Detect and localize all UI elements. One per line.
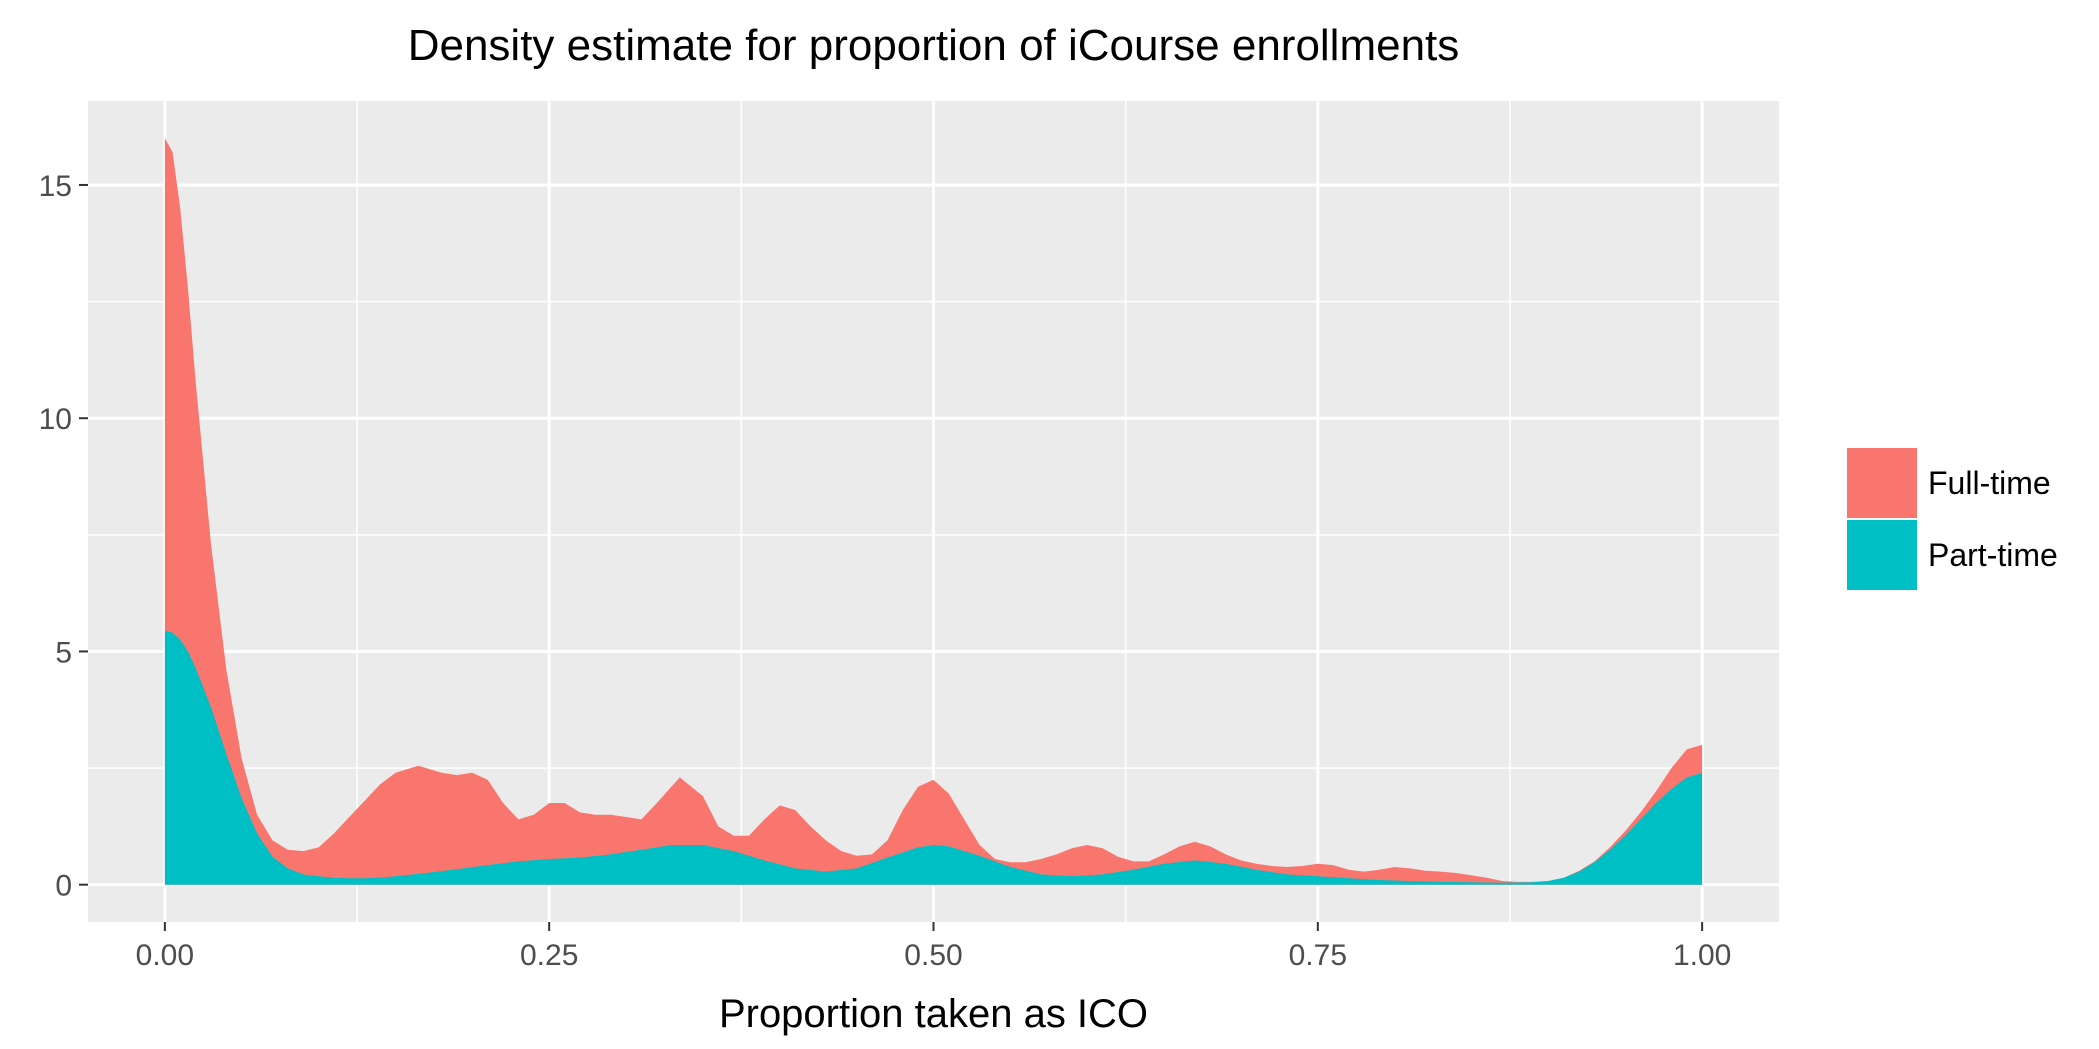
- x-axis-label: Proportion taken as ICO: [719, 992, 1148, 1036]
- x-tick-labels: 0.00 0.25 0.50 0.75 1.00: [136, 939, 1732, 972]
- x-tick-label: 0.25: [520, 939, 578, 972]
- y-tick-label: 0: [55, 870, 72, 903]
- axis-ticks: [79, 183, 1704, 931]
- x-tick-label: 0.75: [1289, 939, 1347, 972]
- legend-key-full-time: [1847, 448, 1917, 518]
- y-tick-label: 15: [39, 170, 72, 203]
- chart-title: Density estimate for proportion of iCour…: [408, 21, 1460, 70]
- x-tick-label: 0.50: [904, 939, 962, 972]
- legend-key-part-time: [1847, 520, 1917, 590]
- legend-label: Part-time: [1928, 537, 2058, 573]
- x-tick-label: 1.00: [1673, 939, 1731, 972]
- legend: Full-time Part-time: [1847, 448, 2058, 590]
- legend-label: Full-time: [1928, 465, 2051, 501]
- y-tick-labels: 0 5 10 15: [39, 170, 72, 903]
- y-tick-label: 5: [55, 636, 72, 669]
- y-tick-label: 10: [39, 403, 72, 436]
- x-tick-label: 0.00: [136, 939, 194, 972]
